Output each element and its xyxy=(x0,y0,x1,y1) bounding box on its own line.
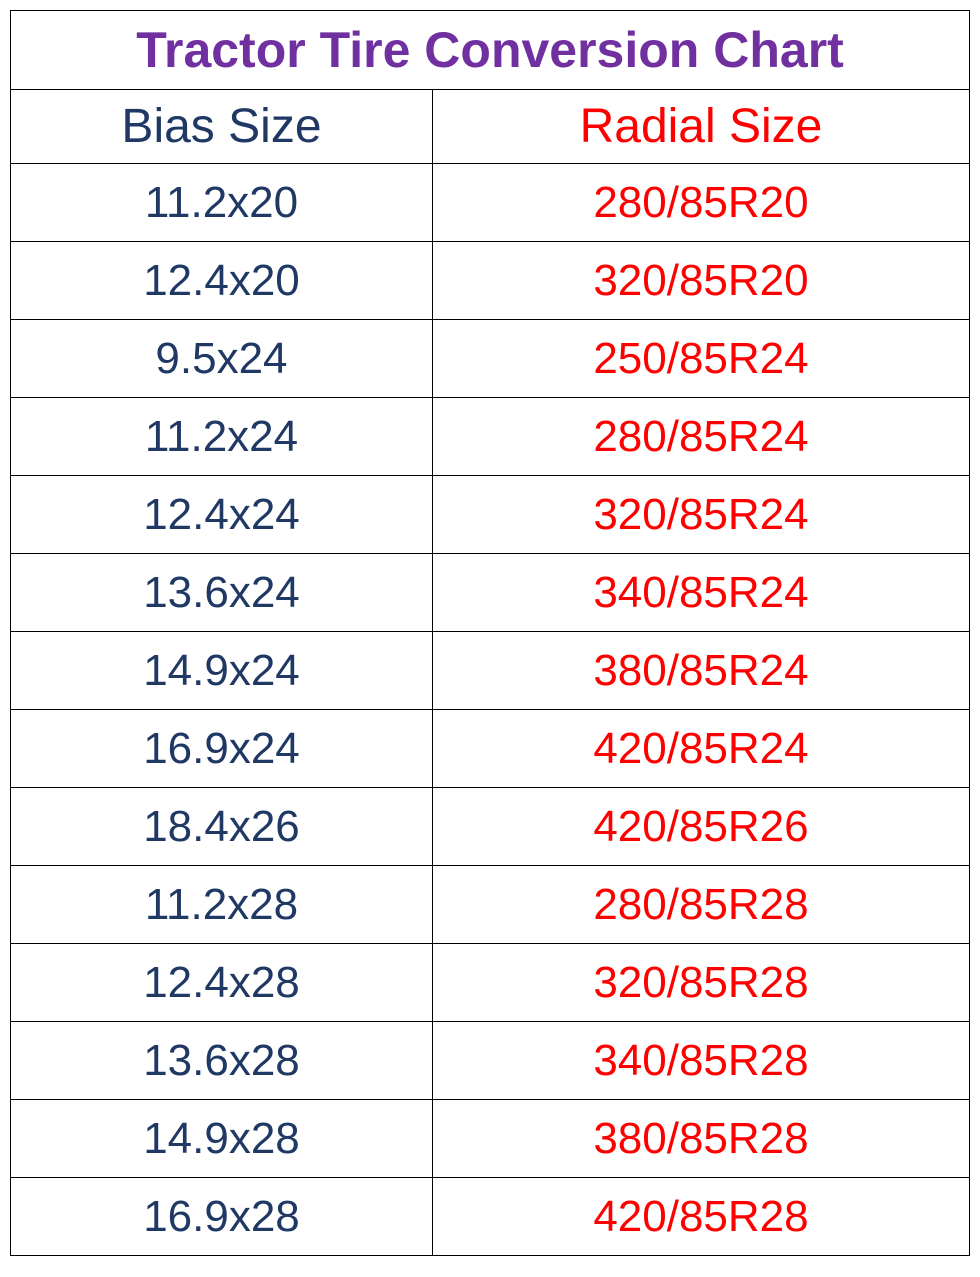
table-row: 13.6x24 340/85R24 xyxy=(11,554,970,632)
bias-cell: 14.9x28 xyxy=(11,1100,433,1178)
column-header-radial: Radial Size xyxy=(432,90,969,164)
table-row: 16.9x24 420/85R24 xyxy=(11,710,970,788)
radial-cell: 280/85R24 xyxy=(432,398,969,476)
bias-cell: 12.4x20 xyxy=(11,242,433,320)
table-row: 11.2x24 280/85R24 xyxy=(11,398,970,476)
table-row: 16.9x28 420/85R28 xyxy=(11,1178,970,1256)
bias-cell: 11.2x24 xyxy=(11,398,433,476)
bias-cell: 13.6x28 xyxy=(11,1022,433,1100)
bias-cell: 14.9x24 xyxy=(11,632,433,710)
column-header-bias: Bias Size xyxy=(11,90,433,164)
table-row: 12.4x28 320/85R28 xyxy=(11,944,970,1022)
bias-cell: 11.2x28 xyxy=(11,866,433,944)
table-row: 14.9x28 380/85R28 xyxy=(11,1100,970,1178)
radial-cell: 380/85R28 xyxy=(432,1100,969,1178)
radial-cell: 420/85R24 xyxy=(432,710,969,788)
table-row: 11.2x28 280/85R28 xyxy=(11,866,970,944)
radial-cell: 320/85R24 xyxy=(432,476,969,554)
conversion-table: Tractor Tire Conversion Chart Bias Size … xyxy=(10,10,970,1256)
table-row: 12.4x20 320/85R20 xyxy=(11,242,970,320)
radial-cell: 380/85R24 xyxy=(432,632,969,710)
radial-cell: 320/85R20 xyxy=(432,242,969,320)
radial-cell: 250/85R24 xyxy=(432,320,969,398)
radial-cell: 320/85R28 xyxy=(432,944,969,1022)
radial-cell: 420/85R26 xyxy=(432,788,969,866)
radial-cell: 280/85R20 xyxy=(432,164,969,242)
table-body: 11.2x20 280/85R20 12.4x20 320/85R20 9.5x… xyxy=(11,164,970,1256)
bias-cell: 16.9x28 xyxy=(11,1178,433,1256)
conversion-chart: Tractor Tire Conversion Chart Bias Size … xyxy=(10,10,970,1256)
bias-cell: 18.4x26 xyxy=(11,788,433,866)
bias-cell: 12.4x24 xyxy=(11,476,433,554)
bias-cell: 13.6x24 xyxy=(11,554,433,632)
table-title: Tractor Tire Conversion Chart xyxy=(11,11,970,90)
radial-cell: 340/85R24 xyxy=(432,554,969,632)
bias-cell: 16.9x24 xyxy=(11,710,433,788)
table-row: 13.6x28 340/85R28 xyxy=(11,1022,970,1100)
bias-cell: 9.5x24 xyxy=(11,320,433,398)
table-row: 11.2x20 280/85R20 xyxy=(11,164,970,242)
table-row: 9.5x24 250/85R24 xyxy=(11,320,970,398)
radial-cell: 280/85R28 xyxy=(432,866,969,944)
bias-cell: 12.4x28 xyxy=(11,944,433,1022)
bias-cell: 11.2x20 xyxy=(11,164,433,242)
table-row: 12.4x24 320/85R24 xyxy=(11,476,970,554)
radial-cell: 420/85R28 xyxy=(432,1178,969,1256)
table-row: 18.4x26 420/85R26 xyxy=(11,788,970,866)
table-row: 14.9x24 380/85R24 xyxy=(11,632,970,710)
radial-cell: 340/85R28 xyxy=(432,1022,969,1100)
